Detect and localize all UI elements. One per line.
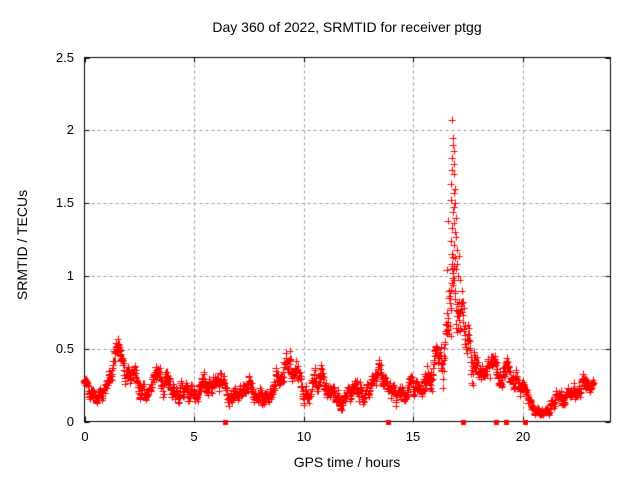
x-axis-label: GPS time / hours (293, 454, 401, 470)
x-tick-label: 20 (515, 429, 531, 444)
y-tick-label: 2 (66, 122, 74, 137)
y-tick-label: 0 (66, 414, 74, 429)
y-tick-label: 1 (66, 268, 74, 283)
x-tick-label: 5 (190, 429, 198, 444)
chart-title: Day 360 of 2022, SRMTID for receiver ptg… (212, 19, 482, 35)
y-tick-label: 0.5 (55, 341, 74, 356)
y-tick-label: 2.5 (55, 50, 74, 65)
x-tick-label: 0 (81, 429, 89, 444)
x-tick-label: 10 (296, 429, 312, 444)
x-tick-label: 15 (405, 429, 421, 444)
y-tick-label: 1.5 (55, 195, 74, 210)
